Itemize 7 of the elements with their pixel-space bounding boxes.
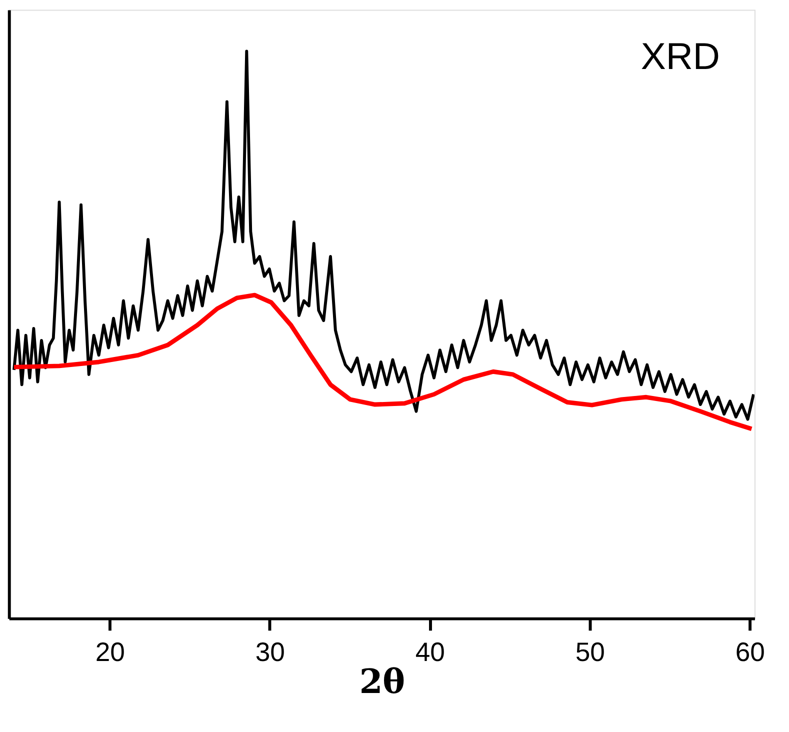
x-tick-label: 60 [735,637,765,668]
x-axis-title: 2θ [359,662,406,701]
x-tick-label: 20 [95,637,125,668]
annotation: XRD [640,34,720,77]
x-tick-label: 30 [255,637,285,668]
x-tick-label: 40 [415,637,445,668]
x-tick-label: 50 [575,637,605,668]
